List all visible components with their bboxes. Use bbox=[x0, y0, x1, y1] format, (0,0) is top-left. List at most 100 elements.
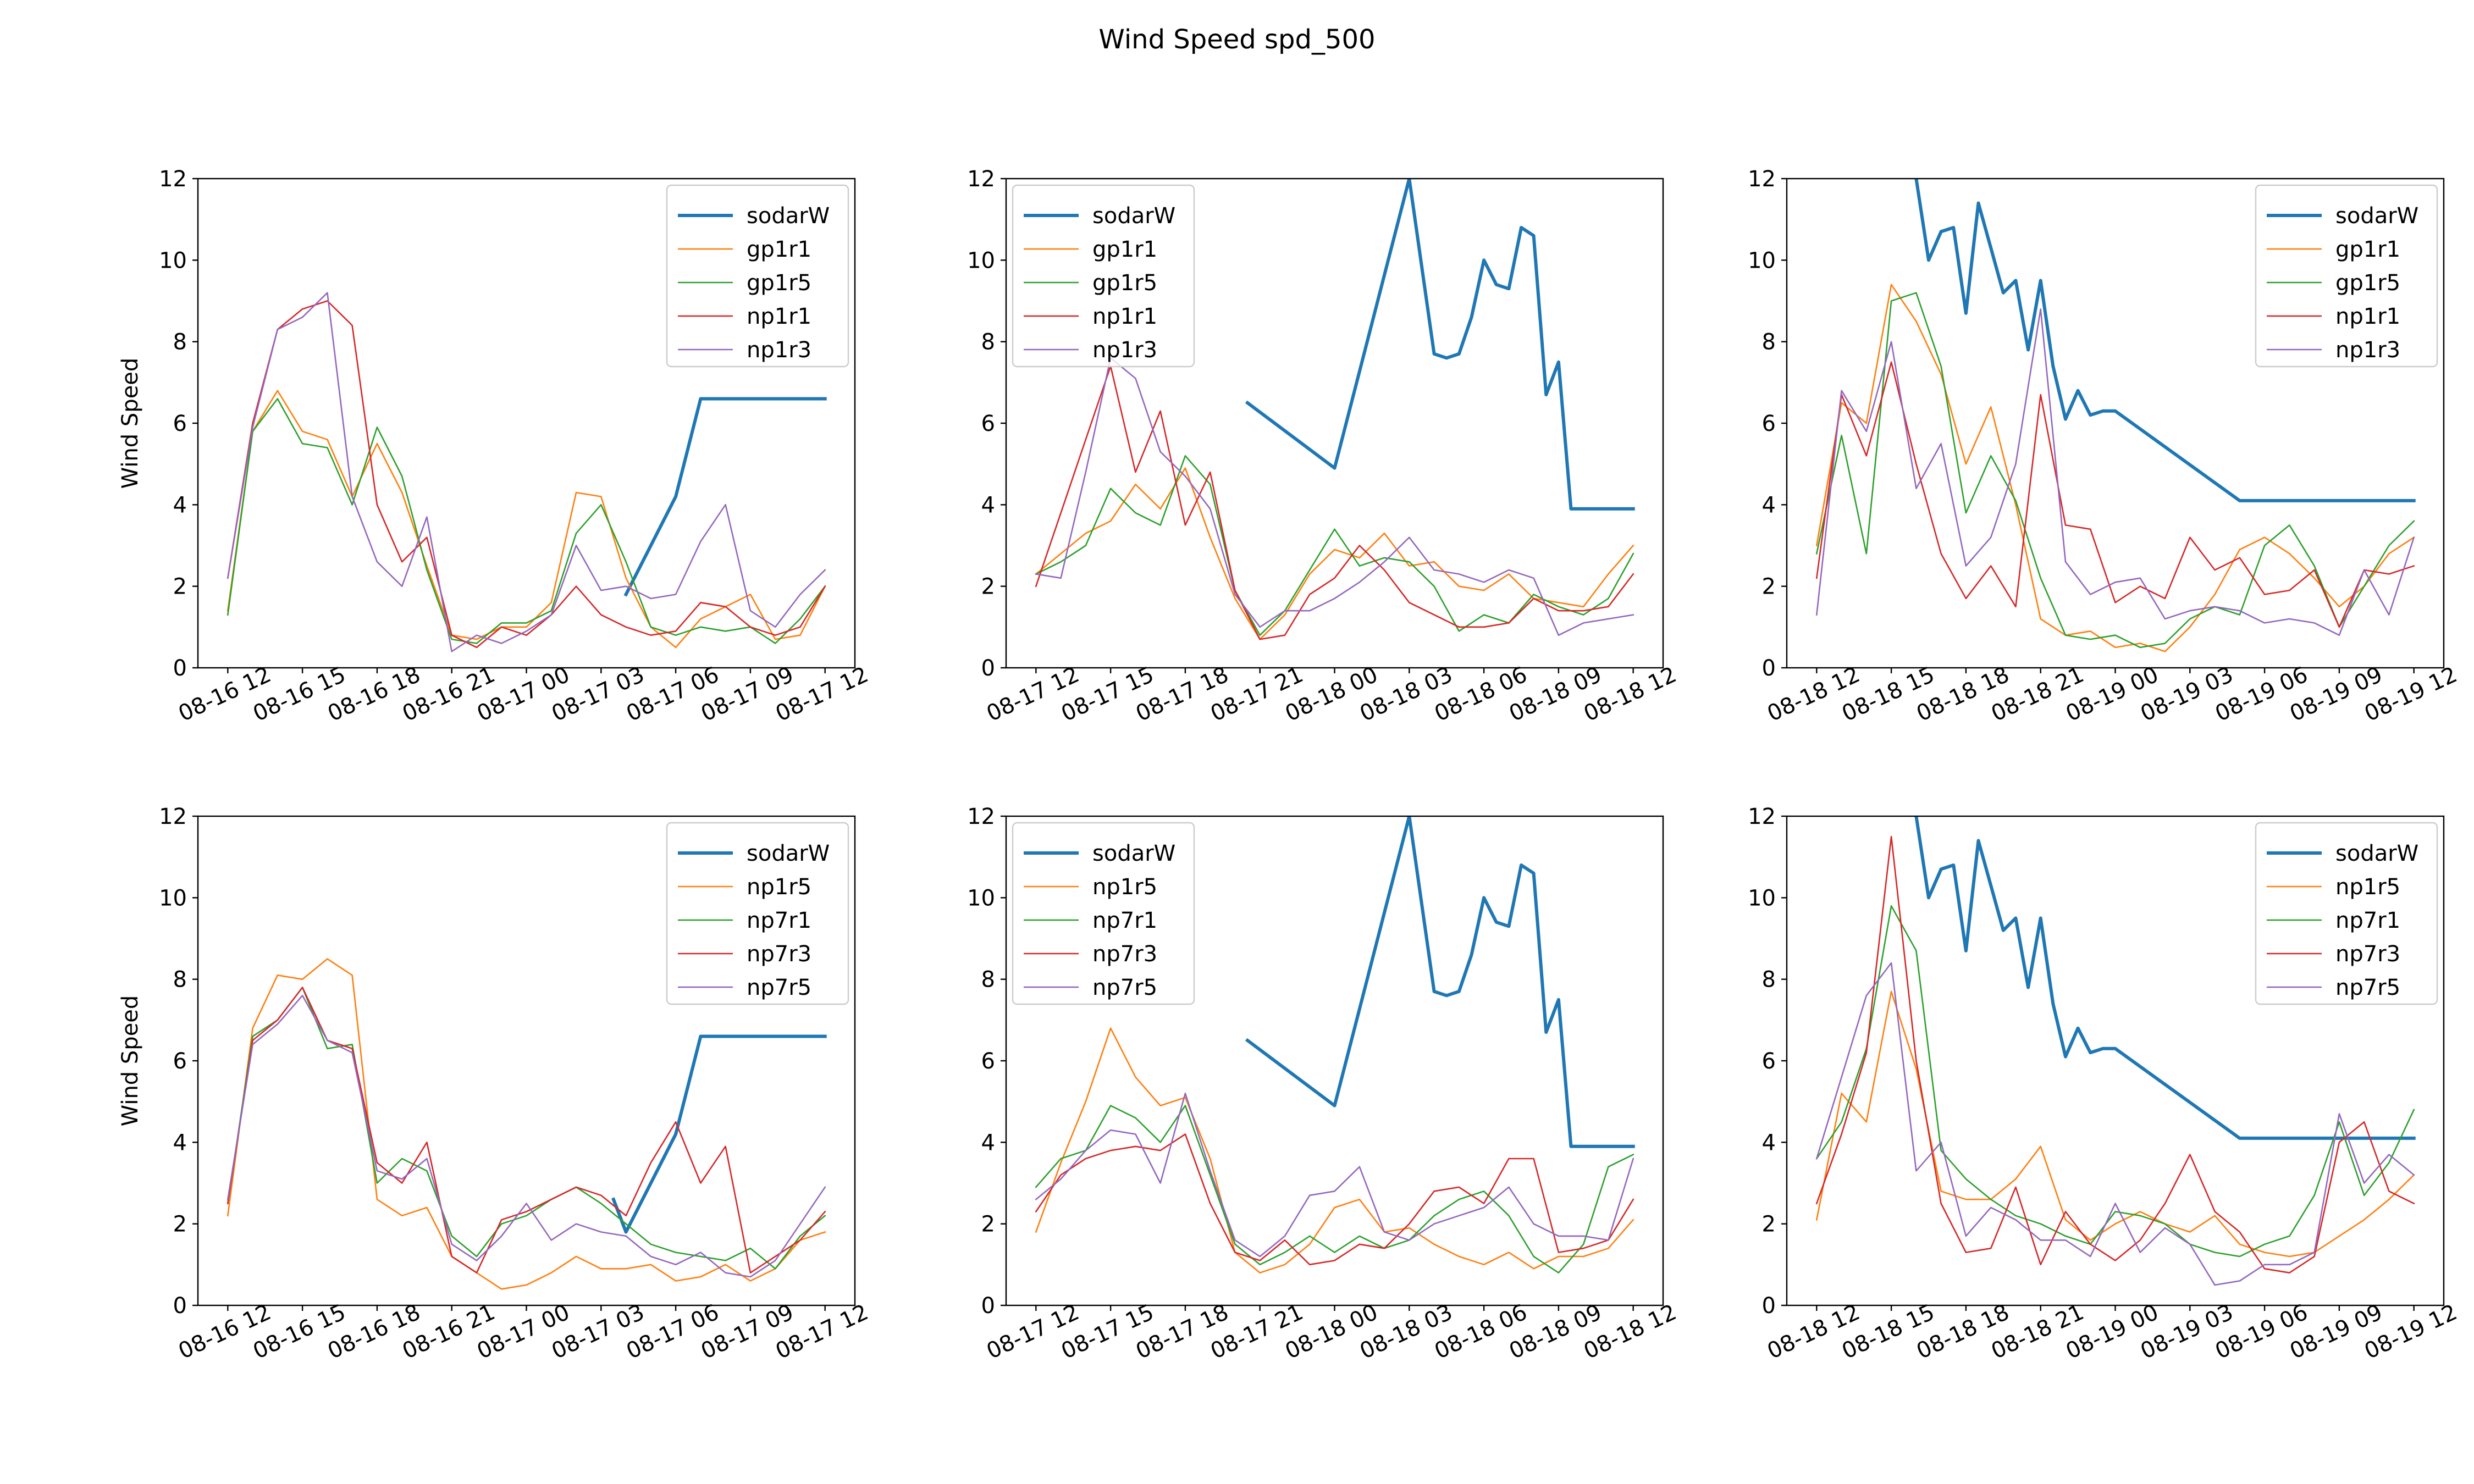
y-tick-label: 0 bbox=[981, 1293, 995, 1319]
legend-box bbox=[1012, 184, 1195, 368]
series-line-gp1r5 bbox=[1815, 292, 2415, 649]
y-tick-label: 6 bbox=[173, 411, 187, 436]
y-tick-label: 10 bbox=[159, 248, 187, 273]
y-tick-label: 10 bbox=[967, 885, 995, 911]
series-line-np7r3 bbox=[1815, 835, 2415, 1273]
legend-label: np7r1 bbox=[2335, 908, 2400, 933]
legend-label: gp1r1 bbox=[1092, 237, 1157, 262]
y-tick-label: 8 bbox=[173, 330, 187, 355]
legend-label: sodarW bbox=[2335, 841, 2418, 866]
legend-label: np7r5 bbox=[747, 975, 811, 1000]
y-tick-label: 6 bbox=[1762, 411, 1776, 436]
y-tick-label: 2 bbox=[981, 574, 995, 600]
y-tick-label: 10 bbox=[967, 248, 995, 273]
legend-label: np1r3 bbox=[747, 337, 811, 363]
series-line-np7r5 bbox=[227, 995, 826, 1278]
legend-label: np1r5 bbox=[2335, 874, 2400, 900]
series-line-np1r1 bbox=[227, 300, 826, 649]
legend-label: gp1r5 bbox=[747, 270, 811, 296]
y-tick-label: 2 bbox=[173, 574, 187, 600]
series-line-sodarW bbox=[1914, 816, 2416, 1140]
legend: sodarW np1r5 np7r1 np7r3 np7r5 bbox=[2255, 822, 2438, 1005]
y-tick-label: 4 bbox=[1762, 492, 1776, 518]
legend-label: np1r1 bbox=[747, 304, 811, 329]
y-axis-label: Wind Speed bbox=[118, 358, 143, 489]
legend-label: gp1r1 bbox=[2335, 237, 2400, 262]
legend-label: np7r1 bbox=[1092, 908, 1157, 933]
y-tick-label: 4 bbox=[981, 492, 995, 518]
legend-box bbox=[666, 184, 849, 368]
figure-title: Wind Speed spd_500 bbox=[1098, 24, 1375, 55]
y-tick-label: 12 bbox=[967, 804, 995, 829]
series-line-np1r3 bbox=[1815, 308, 2415, 636]
series-line-sodarW bbox=[623, 397, 827, 597]
legend-label: np7r3 bbox=[2335, 942, 2400, 967]
series-line-np7r1 bbox=[1035, 1105, 1634, 1273]
legend-label: np1r3 bbox=[1092, 337, 1157, 363]
series-lines bbox=[1815, 816, 2416, 1286]
series-line-np1r3 bbox=[1035, 357, 1634, 636]
y-tick-label: 2 bbox=[1762, 1212, 1776, 1237]
legend-label: sodarW bbox=[1092, 841, 1175, 866]
legend-label: gp1r5 bbox=[1092, 270, 1157, 296]
y-tick-label: 0 bbox=[981, 656, 995, 681]
y-tick-label: 0 bbox=[173, 656, 187, 681]
legend-label: gp1r1 bbox=[747, 237, 811, 262]
y-tick-label: 8 bbox=[1762, 330, 1776, 355]
legend: sodarW gp1r1 gp1r5 np1r1 np1r3 bbox=[2255, 184, 2438, 368]
legend-label: sodarW bbox=[2335, 203, 2418, 229]
series-line-np7r5 bbox=[1815, 962, 2415, 1286]
y-tick-label: 12 bbox=[967, 167, 995, 192]
legend-label: np7r1 bbox=[747, 908, 811, 933]
y-tick-label: 4 bbox=[173, 492, 187, 518]
y-tick-label: 8 bbox=[1762, 967, 1776, 993]
legend-label: sodarW bbox=[1092, 203, 1175, 229]
y-tick-label: 2 bbox=[173, 1212, 187, 1237]
legend-box bbox=[666, 822, 849, 1005]
series-line-gp1r5 bbox=[1035, 455, 1634, 636]
series-line-np7r5 bbox=[1035, 1093, 1634, 1258]
y-tick-label: 10 bbox=[159, 885, 187, 911]
y-tick-label: 8 bbox=[173, 967, 187, 993]
legend-box bbox=[2255, 822, 2438, 1005]
series-line-np1r1 bbox=[1815, 361, 2415, 628]
legend: sodarW gp1r1 gp1r5 np1r1 np1r3 bbox=[666, 184, 849, 368]
legend: sodarW np1r5 np7r1 np7r3 np7r5 bbox=[666, 822, 849, 1005]
y-axis-label: Wind Speed bbox=[118, 995, 143, 1127]
y-tick-label: 12 bbox=[1748, 167, 1776, 192]
series-line-gp1r5 bbox=[227, 398, 826, 644]
series-line-np1r3 bbox=[227, 292, 826, 652]
y-tick-label: 0 bbox=[1762, 656, 1776, 681]
legend-label: np7r3 bbox=[747, 942, 811, 967]
y-tick-label: 10 bbox=[1748, 248, 1776, 273]
legend-label: sodarW bbox=[747, 203, 830, 229]
series-line-sodarW bbox=[1245, 816, 1635, 1148]
legend-label: np7r3 bbox=[1092, 942, 1157, 967]
y-tick-label: 4 bbox=[1762, 1130, 1776, 1155]
legend-label: np1r5 bbox=[747, 874, 811, 900]
series-line-np7r1 bbox=[1815, 905, 2415, 1258]
legend-label: sodarW bbox=[747, 841, 830, 866]
y-tick-label: 2 bbox=[981, 1212, 995, 1237]
series-lines bbox=[1035, 179, 1635, 640]
series-line-gp1r1 bbox=[1815, 284, 2415, 652]
y-tick-label: 6 bbox=[981, 411, 995, 436]
y-tick-label: 4 bbox=[981, 1130, 995, 1155]
series-lines bbox=[227, 292, 827, 652]
series-line-np1r1 bbox=[1035, 365, 1634, 640]
legend-box bbox=[1012, 822, 1195, 1005]
y-tick-label: 6 bbox=[1762, 1049, 1776, 1074]
y-tick-label: 0 bbox=[173, 1293, 187, 1319]
legend-label: np7r5 bbox=[2335, 975, 2400, 1000]
y-tick-label: 12 bbox=[159, 167, 187, 192]
series-line-sodarW bbox=[1914, 179, 2416, 502]
series-line-sodarW bbox=[1245, 179, 1635, 511]
series-line-np7r3 bbox=[1035, 1133, 1634, 1266]
